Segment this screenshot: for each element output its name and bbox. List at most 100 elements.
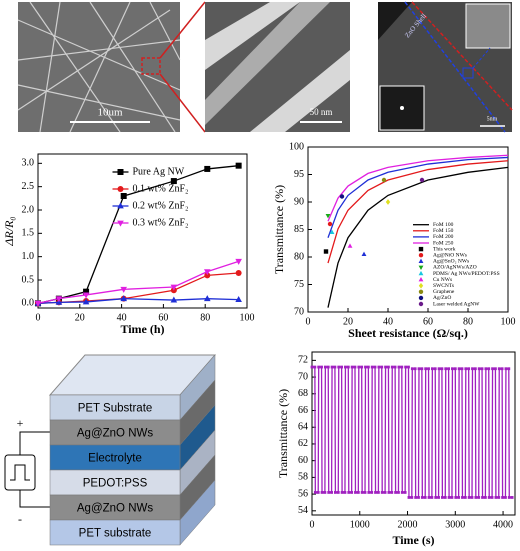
marker — [317, 365, 321, 369]
marker — [507, 367, 511, 371]
marker — [377, 365, 381, 369]
zoom-lines — [159, 1, 206, 133]
x-axis-label: Sheet resistance (Ω/sq.) — [348, 326, 468, 340]
legend-label: Cu NWs — [433, 277, 452, 283]
marker — [434, 496, 438, 499]
marker — [360, 491, 364, 494]
data-line — [312, 366, 513, 499]
legend-label: 0.1 wt% ZnF₂ — [133, 183, 189, 194]
marker — [454, 496, 458, 499]
legend-label: Pure Ag NW — [133, 166, 185, 177]
marker — [417, 496, 420, 499]
legend-label: FoM 150 — [433, 228, 454, 234]
y-tick-label: 100 — [289, 141, 304, 152]
marker — [397, 365, 401, 369]
x-axis-label: Time (s) — [392, 533, 434, 547]
marker — [381, 177, 387, 183]
y-tick-label: 72 — [298, 355, 308, 366]
marker — [120, 286, 127, 293]
marker — [404, 365, 408, 369]
marker — [370, 365, 374, 369]
marker — [461, 496, 464, 499]
marker — [457, 496, 461, 499]
x-tick-label: 2000 — [398, 519, 418, 530]
x-axis-label: Time (h) — [120, 322, 164, 336]
marker — [487, 496, 491, 499]
x-tick-label: 0 — [36, 312, 41, 323]
layer — [49, 469, 181, 496]
marker — [457, 367, 461, 371]
marker — [467, 496, 471, 499]
marker — [326, 365, 330, 369]
marker — [363, 491, 367, 494]
marker — [82, 292, 90, 299]
x-tick-label: 20 — [75, 312, 85, 323]
wire — [19, 431, 50, 455]
marker — [420, 496, 424, 499]
y-tick-label: 75 — [294, 279, 304, 290]
marker — [120, 295, 127, 302]
marker — [383, 491, 387, 494]
y-tick-label: 1.0 — [22, 251, 35, 262]
marker — [423, 496, 427, 499]
marker — [483, 496, 487, 499]
marker — [360, 365, 364, 369]
legend-marker — [418, 282, 424, 289]
marker — [497, 367, 501, 371]
marker — [424, 367, 428, 371]
legend-label: 0.3 wt% ZnF₂ — [133, 217, 189, 228]
x-tick-label: 0 — [310, 519, 315, 530]
legend-marker — [418, 295, 424, 301]
marker — [477, 367, 481, 371]
marker — [347, 491, 351, 494]
legend-label: Graphene — [433, 289, 455, 295]
x-tick-label: 1000 — [350, 519, 370, 530]
marker — [320, 365, 323, 369]
marker — [366, 365, 370, 369]
marker — [481, 496, 484, 499]
marker — [453, 367, 457, 371]
marker — [394, 491, 397, 494]
x-tick-label: 20 — [343, 316, 353, 327]
marker — [440, 496, 444, 499]
marker — [390, 365, 394, 369]
x-tick-label: 80 — [463, 316, 473, 327]
marker — [325, 213, 331, 219]
marker — [357, 365, 361, 369]
marker — [313, 365, 317, 369]
legend-label: Ag@SnO₂ NWs — [433, 259, 469, 265]
marker — [419, 177, 425, 183]
data-line — [327, 166, 509, 308]
marker — [450, 496, 454, 499]
x-tick-label: 80 — [200, 312, 210, 323]
charts: 0 20 40 60 80 100 0.0 0.5 1.0 1.5 2.0 2.5 3.0 Time (h… — [2, 141, 516, 547]
marker — [310, 365, 314, 369]
marker — [82, 298, 90, 305]
marker — [477, 496, 481, 499]
marker — [316, 491, 320, 494]
marker — [407, 496, 411, 499]
marker — [367, 491, 371, 494]
marker — [437, 496, 440, 499]
legend-marker — [418, 276, 424, 282]
marker — [400, 365, 404, 369]
y-tick-label: 0.5 — [22, 274, 35, 285]
marker — [334, 491, 337, 494]
marker — [204, 272, 211, 279]
marker — [376, 491, 380, 494]
y-tick-label: 68 — [298, 388, 308, 399]
y-tick-label: 85 — [294, 224, 304, 235]
marker — [491, 367, 494, 371]
data-line — [37, 260, 239, 304]
minus-sign: - — [18, 512, 22, 526]
marker — [370, 491, 374, 494]
marker — [356, 491, 360, 494]
pulse-source — [4, 454, 36, 491]
marker — [235, 296, 242, 302]
legend-label: SWCNTs — [433, 283, 454, 289]
marker — [330, 365, 334, 369]
marker — [385, 199, 391, 205]
y-axis-label: Transmittance (%) — [272, 185, 286, 274]
layer-label: PEDOT:PSS — [83, 478, 148, 490]
data-line — [327, 154, 509, 222]
